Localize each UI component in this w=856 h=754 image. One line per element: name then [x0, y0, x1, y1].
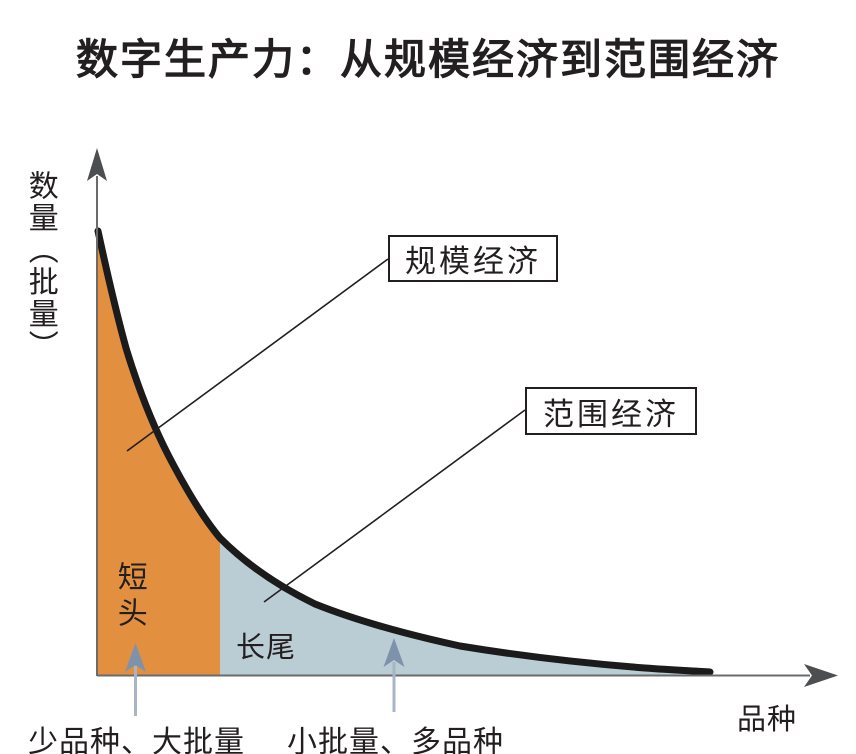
scope-economy-label: 范围经济 — [543, 396, 679, 432]
y-axis-label: 数量（批量） — [23, 170, 57, 362]
head-annotation: 少品种、大批量 — [28, 726, 245, 754]
chart-title: 数字生产力：从规模经济到范围经济 — [75, 36, 780, 83]
short-head-region — [97, 231, 220, 675]
head-pointer-arrow-icon — [125, 643, 146, 672]
tail-pointer-arrow-icon — [383, 638, 405, 667]
long-tail-label: 长尾 — [236, 632, 297, 664]
x-axis-arrowhead-icon — [804, 664, 838, 687]
scale-economy-label: 规模经济 — [405, 244, 541, 279]
scope-economy-callout: 范围经济 — [525, 387, 697, 435]
long-tail-region — [220, 538, 710, 675]
short-head-label: 短头 — [112, 561, 146, 633]
distribution-curve — [94, 227, 714, 676]
scope-callout-line — [263, 409, 526, 603]
tail-annotation: 小批量、多品种 — [287, 726, 504, 754]
y-axis-arrowhead-icon — [87, 148, 107, 181]
scale-economy-callout: 规模经济 — [388, 235, 558, 282]
scale-callout-line — [126, 258, 389, 452]
x-axis-label: 品种 — [737, 704, 798, 736]
